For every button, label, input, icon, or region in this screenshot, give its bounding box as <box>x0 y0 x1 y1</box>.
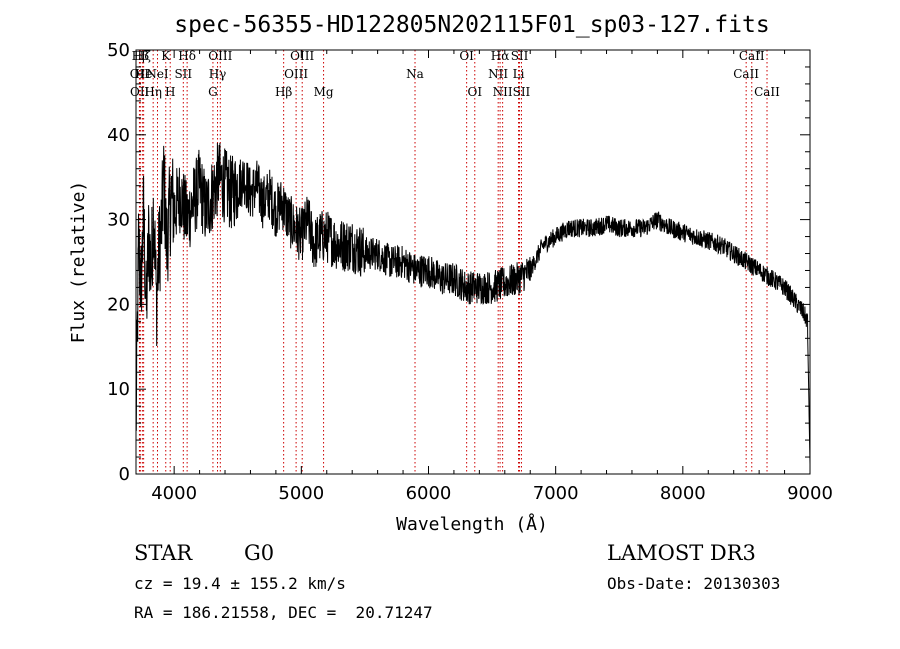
line-marker-label: NII <box>493 85 513 99</box>
line-marker-label: CaII <box>733 67 759 81</box>
line-marker-label: Hζ <box>134 49 151 63</box>
object-class: STAR <box>134 541 193 565</box>
y-tick-label: 0 <box>119 464 130 485</box>
line-marker-label: OIII <box>284 67 308 81</box>
y-tick-label: 40 <box>107 125 130 146</box>
line-marker-label: Hα <box>491 49 510 63</box>
line-marker-label: OI <box>467 85 482 99</box>
line-marker-label: OIII <box>208 49 232 63</box>
line-marker-label: Na <box>406 67 424 81</box>
line-marker-label: Mg <box>314 85 334 99</box>
x-tick-label: 7000 <box>533 483 579 504</box>
y-tick-label: 10 <box>107 379 130 400</box>
axes: 4000 5000 6000 7000 8000 9000 0 10 20 30 40 50 <box>107 40 833 504</box>
x-tick-label: 4000 <box>151 483 197 504</box>
x-tick-label: 5000 <box>278 483 324 504</box>
redshift-readout: cz = 19.4 ± 155.2 km/s <box>134 574 346 593</box>
survey-name: LAMOST DR3 <box>607 541 756 565</box>
line-marker-label: SII <box>511 49 529 63</box>
line-marker-label: OII <box>130 67 150 81</box>
spectral-subclass: G0 <box>244 541 275 565</box>
x-tick-label: 8000 <box>660 483 706 504</box>
line-marker-label: OIII <box>290 49 314 63</box>
line-marker-label: Hδ <box>178 49 196 63</box>
x-axis-label: Wavelength (Å) <box>396 513 548 535</box>
line-marker-label: K <box>161 49 171 63</box>
line-markers <box>138 50 768 474</box>
x-tick-label: 6000 <box>406 483 452 504</box>
line-marker-label: H <box>165 85 175 99</box>
spectrum-line <box>135 142 811 465</box>
y-tick-label: 30 <box>107 210 130 231</box>
line-marker-label: OII <box>130 85 150 99</box>
line-marker-label: OI <box>459 49 474 63</box>
plot-frame <box>135 49 811 475</box>
y-axis-label: Flux (relative) <box>68 181 89 344</box>
y-tick-label: 20 <box>107 294 130 315</box>
line-marker-label: He <box>135 67 153 81</box>
line-marker-label: SII <box>174 67 192 81</box>
y-tick-label: 50 <box>107 40 130 61</box>
line-marker-label: G <box>208 85 218 99</box>
coordinates-readout: RA = 186.21558, DEC = 20.71247 <box>134 603 433 622</box>
chart-title: spec-56355-HD122805N202115F01_sp03-127.f… <box>174 12 769 38</box>
line-marker-label: NII <box>488 67 508 81</box>
line-marker-label: Hγ <box>209 67 227 81</box>
x-tick-label: 9000 <box>787 483 833 504</box>
line-marker-label: Hη <box>144 85 162 99</box>
observation-date: Obs-Date: 20130303 <box>607 574 781 593</box>
line-marker-label: CaII <box>754 85 780 99</box>
line-marker-label: NeI <box>146 67 169 81</box>
line-marker-label: CaII <box>739 49 765 63</box>
line-marker-label: Hβ <box>275 85 292 99</box>
line-marker-label: SII <box>513 85 531 99</box>
line-marker-label: Li <box>513 67 525 81</box>
